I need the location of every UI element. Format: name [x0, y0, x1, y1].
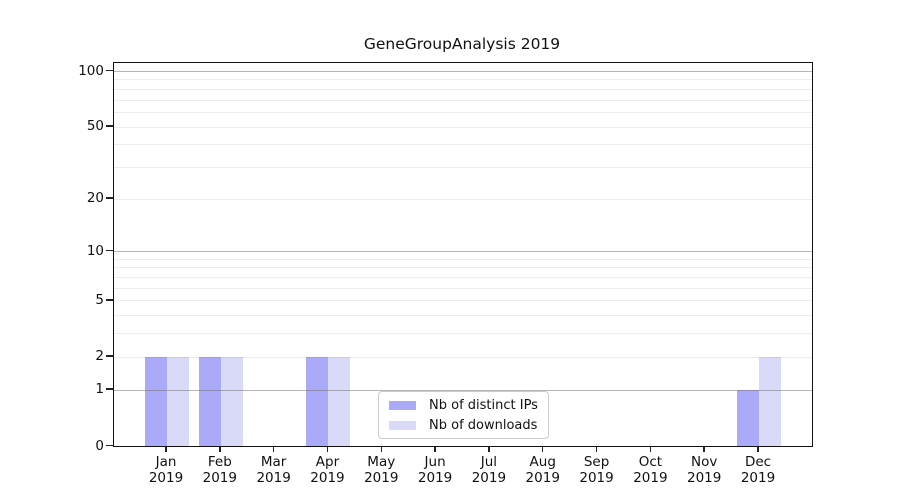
bar-distinct-ips-feb — [198, 356, 221, 446]
x-tick-label-sep: Sep 2019 — [579, 453, 614, 487]
y-tick-label-0: 0 — [95, 437, 104, 454]
y-gridline-minor-80 — [114, 88, 812, 90]
y-tick-20 — [106, 197, 113, 199]
y-gridline-minor-60 — [114, 111, 812, 113]
y-gridline-minor-30 — [114, 166, 812, 168]
x-tick-jun — [434, 447, 436, 452]
y-gridline-major-100 — [114, 71, 812, 73]
y-gridline-minor-5 — [114, 300, 812, 302]
y-tick-label-5: 5 — [95, 291, 104, 308]
x-tick-label-aug: Aug 2019 — [525, 453, 560, 487]
y-gridline-minor-7 — [114, 277, 812, 279]
y-gridline-minor-20 — [114, 198, 812, 200]
y-tick-5 — [106, 299, 113, 301]
x-tick-label-oct: Oct 2019 — [633, 453, 668, 487]
y-tick-10 — [106, 249, 113, 252]
y-tick-0 — [106, 444, 113, 447]
y-tick-label-20: 20 — [86, 190, 104, 207]
x-tick-may — [380, 447, 383, 452]
x-tick-label-dec: Dec 2019 — [740, 453, 776, 487]
legend: Nb of distinct IPs Nb of downloads — [378, 391, 549, 439]
x-tick-label-mar: Mar 2019 — [256, 453, 291, 487]
x-tick-mar — [272, 447, 275, 452]
y-tick-label-10: 10 — [86, 242, 104, 259]
bar-distinct-ips-dec — [737, 389, 760, 446]
legend-swatch-distinct-ips — [389, 400, 416, 410]
legend-entry-distinct-ips: Nb of distinct IPs — [389, 397, 538, 413]
x-tick-apr — [326, 447, 329, 452]
y-tick-50 — [106, 125, 113, 127]
x-tick-label-jul: Jul 2019 — [471, 453, 507, 487]
y-tick-1 — [106, 388, 113, 390]
y-gridline-minor-6 — [114, 287, 812, 289]
x-tick-label-feb: Feb 2019 — [202, 453, 237, 487]
bar-distinct-ips-jan — [145, 356, 167, 446]
bar-downloads-jan — [167, 356, 189, 446]
x-tick-dec — [757, 447, 759, 452]
x-tick-oct — [649, 447, 652, 452]
y-gridline-minor-70 — [114, 99, 812, 101]
x-tick-label-nov: Nov 2019 — [687, 453, 722, 487]
legend-swatch-downloads — [389, 420, 416, 430]
y-gridline-minor-90 — [114, 79, 812, 81]
x-tick-aug — [541, 447, 544, 452]
legend-label-downloads: Nb of downloads — [429, 417, 538, 433]
bar-downloads-dec — [759, 356, 782, 446]
x-tick-label-jan: Jan 2019 — [148, 453, 184, 487]
y-gridline-minor-3 — [114, 333, 812, 335]
x-tick-label-may: May 2019 — [364, 453, 399, 487]
y-gridline-minor-50 — [114, 126, 812, 128]
x-tick-jul — [488, 447, 490, 452]
y-tick-2 — [106, 355, 113, 357]
bar-downloads-apr — [328, 356, 351, 446]
plot-area — [113, 62, 813, 447]
bar-distinct-ips-apr — [306, 356, 329, 446]
x-tick-sep — [595, 447, 598, 452]
y-gridline-minor-8 — [114, 267, 812, 269]
y-gridline-minor-4 — [114, 315, 812, 317]
y-gridline-minor-9 — [114, 258, 812, 260]
y-tick-label-2: 2 — [95, 348, 104, 365]
x-tick-label-apr: Apr 2019 — [310, 453, 345, 487]
x-tick-label-jun: Jun 2019 — [417, 453, 453, 487]
bar-downloads-feb — [220, 356, 243, 446]
y-gridline-minor-40 — [114, 144, 812, 146]
y-tick-100 — [106, 69, 113, 72]
x-tick-nov — [703, 447, 705, 452]
y-gridline-minor-2 — [114, 356, 812, 358]
legend-label-distinct-ips: Nb of distinct IPs — [429, 397, 538, 413]
chart-title: GeneGroupAnalysis 2019 — [363, 35, 561, 53]
x-tick-jan — [165, 447, 167, 452]
x-tick-feb — [219, 447, 221, 452]
y-tick-label-50: 50 — [86, 118, 104, 135]
legend-entry-downloads: Nb of downloads — [389, 417, 538, 433]
y-gridline-major-1 — [114, 389, 812, 391]
y-tick-label-1: 1 — [95, 381, 104, 398]
y-gridline-major-10 — [114, 251, 812, 253]
y-tick-label-100: 100 — [78, 62, 104, 79]
